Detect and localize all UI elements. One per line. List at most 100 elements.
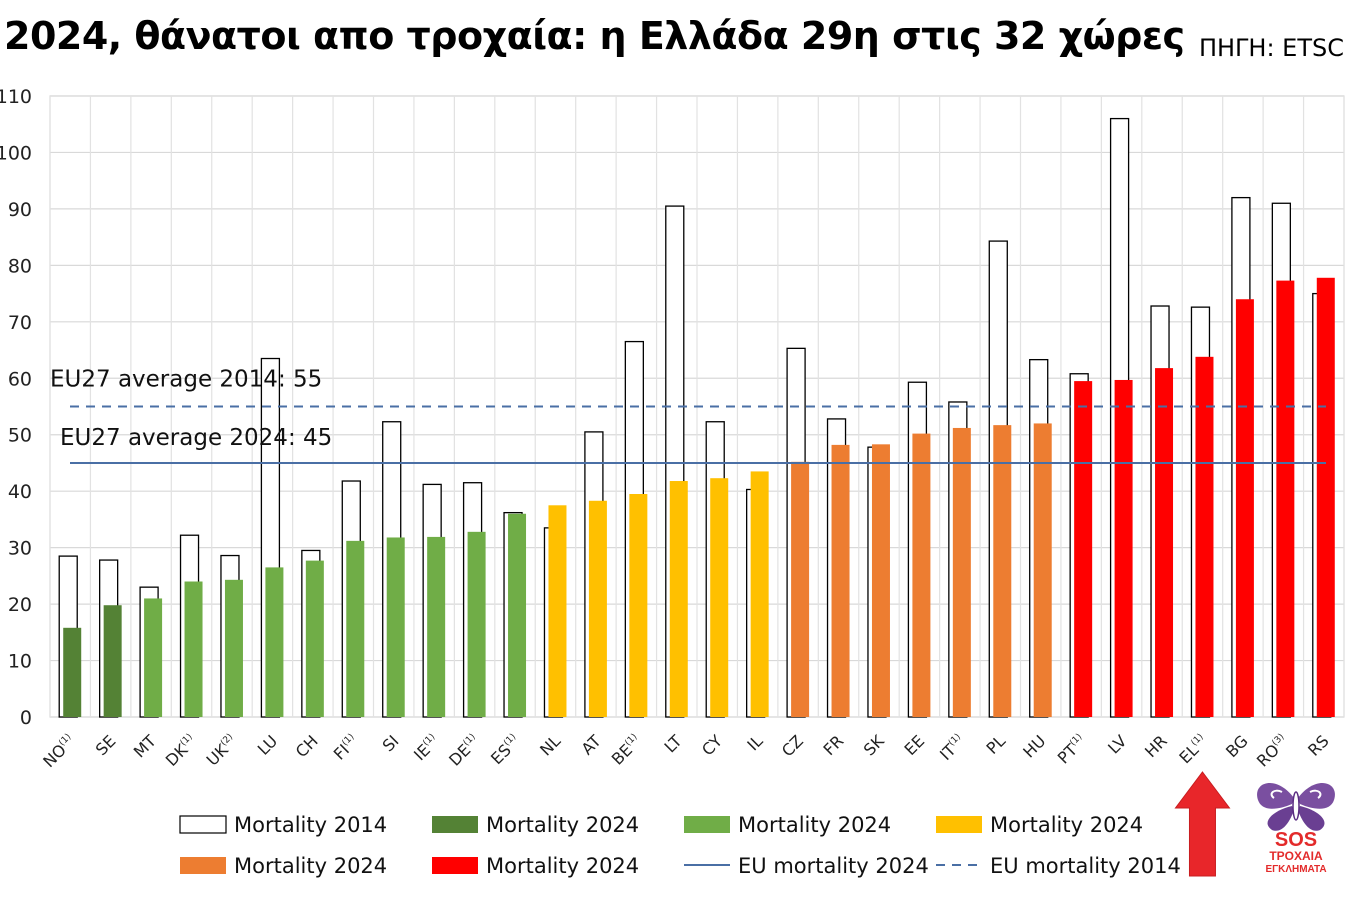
bar-2024-MT [144, 598, 163, 717]
legend-swatch-red [432, 857, 478, 874]
bar-2024-IL [750, 471, 769, 717]
category-label-CZ: CZ [778, 731, 807, 760]
bar-2024-EL [1195, 356, 1214, 717]
category-label-LU: LU [254, 731, 281, 758]
bar-2024-DK [184, 581, 203, 717]
legend-label: EU mortality 2014 [990, 854, 1181, 878]
category-label-SK: SK [860, 731, 888, 759]
category-footnote: (1) [1190, 732, 1206, 748]
legend-label: Mortality 2024 [738, 813, 891, 837]
category-label-IE: IE(1) [410, 731, 443, 764]
x-axis-labels: NO(1) SE MT DK(1)UK(2) LU CH FI(1) SI IE(1)DE(1)… [39, 731, 1332, 771]
category-footnote: (1) [179, 732, 195, 748]
y-tick-label: 100 [0, 142, 32, 164]
category-label-DE: DE(1) [445, 731, 483, 769]
legend-label: Mortality 2024 [486, 813, 639, 837]
category-label-IT: IT(1) [936, 731, 969, 764]
bar-2024-IE [427, 536, 446, 717]
bar-2024-LU [265, 567, 284, 717]
bar-2024-CH [305, 560, 324, 717]
highlight-arrow [1174, 771, 1231, 877]
category-footnote: (1) [947, 732, 963, 748]
bar-2024-IT [952, 427, 971, 717]
y-tick-label: 20 [8, 594, 32, 616]
bar-2024-RO [1276, 280, 1295, 717]
category-footnote: (1) [340, 732, 356, 748]
bar-2024-HR [1155, 368, 1174, 717]
y-tick-label: 60 [8, 368, 32, 390]
bar-2024-UK [224, 579, 243, 717]
y-tick-label: 80 [8, 255, 32, 277]
bar-2024-BG [1235, 299, 1254, 717]
category-footnote: (1) [421, 732, 437, 748]
category-label-CY: CY [698, 731, 726, 759]
y-tick-label: 40 [8, 481, 32, 503]
reference-lines: EU27 average 2024: 45 EU27 average 2014: … [50, 367, 1326, 464]
legend-swatch-yellow [936, 816, 982, 833]
category-footnote: (1) [502, 732, 518, 748]
bar-2024-CY [710, 478, 729, 717]
legend-label: EU mortality 2024 [738, 854, 929, 878]
category-label-HU: HU [1019, 731, 1049, 761]
bar-2024-RS [1316, 277, 1335, 717]
category-footnote: (3) [1270, 732, 1286, 748]
legend-swatch-outline [179, 815, 227, 834]
y-tick-label: 90 [8, 199, 32, 221]
y-tick-label: 70 [8, 312, 32, 334]
bars-2024 [63, 277, 1335, 717]
y-tick-label: 10 [8, 651, 32, 673]
category-label-FR: FR [820, 731, 848, 759]
bar-2024-FR [831, 444, 850, 717]
category-label-IL: IL [743, 731, 766, 754]
legend-swatch-green [684, 816, 730, 833]
bar-2024-BE [629, 494, 648, 717]
bar-2024-EE [912, 433, 931, 717]
logo-line3: ΕΓΚΛΗΜΑΤΑ [1265, 864, 1326, 875]
category-label-AT: AT [578, 731, 605, 758]
category-label-FI: FI(1) [330, 731, 362, 763]
bar-2024-SK [871, 444, 890, 717]
category-label-NL: NL [536, 731, 564, 759]
logo-line1: SOS [1275, 829, 1317, 851]
category-label-EL: EL(1) [1175, 731, 1211, 767]
category-label-DK: DK(1) [162, 731, 201, 770]
bar-2024-LT [669, 481, 688, 717]
category-footnote: (2) [219, 732, 235, 748]
bar-2024-ES [508, 513, 527, 717]
category-label-PL: PL [983, 731, 1010, 758]
category-label-BE: BE(1) [608, 731, 645, 768]
y-tick-label: 50 [8, 425, 32, 447]
legend-label: Mortality 2024 [990, 813, 1143, 837]
butterfly-icon [1257, 783, 1335, 831]
category-label-BG: BG [1222, 731, 1252, 761]
bar-2024-CZ [791, 461, 810, 717]
category-label-LV: LV [1104, 731, 1130, 757]
legend-swatch-orange [180, 857, 226, 874]
bar-2024-PT [1074, 381, 1093, 717]
sos-logo: SOS ΤΡΟΧΑΙΑ ΕΓΚΛΗΜΑΤΑ [1257, 783, 1335, 875]
category-label-CH: CH [292, 731, 322, 761]
category-label-SI: SI [379, 731, 403, 755]
category-label-PT: PT(1) [1054, 731, 1090, 767]
category-label-ES: ES(1) [487, 731, 524, 768]
category-label-RO: RO(3) [1253, 731, 1292, 770]
y-tick-label: 110 [0, 86, 32, 108]
category-footnote: (1) [623, 732, 639, 748]
y-axis-ticks: 0 10 20 30 40 50 60 70 80 90 100 110 [0, 86, 32, 729]
category-label-LT: LT [661, 731, 686, 756]
category-label-RS: RS [1304, 731, 1332, 759]
bar-2024-FI [346, 540, 365, 717]
category-label-NO: NO(1) [39, 731, 79, 771]
category-label-HR: HR [1141, 731, 1171, 761]
bar-2024-NO [63, 627, 82, 717]
bar-2024-PL [993, 425, 1012, 717]
y-tick-label: 0 [20, 707, 32, 729]
bar-2024-NL [548, 505, 567, 717]
category-label-MT: MT [130, 731, 160, 761]
source-label: ΠΗΓΗ: ETSC [1198, 34, 1344, 62]
category-label-SE: SE [92, 731, 120, 759]
chart-title: 2024, θάνατοι απο τροχαία: η Ελλάδα 29η … [4, 14, 1185, 58]
bar-2024-AT [588, 500, 607, 717]
bar-2024-SE [103, 605, 122, 717]
legend-swatch-dark-green [432, 816, 478, 833]
